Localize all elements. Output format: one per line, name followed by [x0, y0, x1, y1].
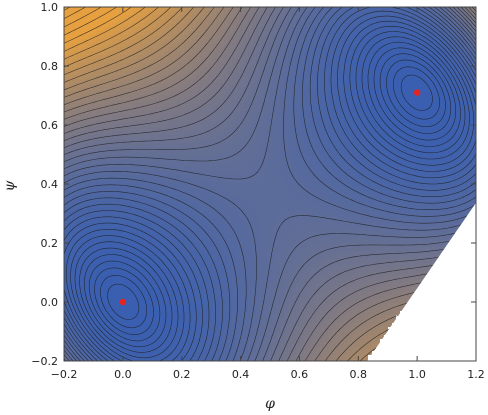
minimum-marker-2 — [414, 89, 420, 95]
y-tick-label: 0.6 — [41, 119, 59, 132]
y-tick-label: 0.8 — [41, 60, 59, 73]
y-axis-label: ψ — [2, 179, 18, 191]
x-tick-label: 0.0 — [114, 368, 132, 381]
x-axis-label: φ — [265, 396, 275, 412]
x-tick-label: 0.8 — [350, 368, 368, 381]
x-tick-label: 0.2 — [173, 368, 191, 381]
y-tick-label: 1.0 — [41, 1, 59, 14]
x-tick-label: 1.2 — [467, 368, 485, 381]
x-tick-label: 0.4 — [232, 368, 250, 381]
y-tick-label: −0.2 — [31, 355, 58, 368]
minimum-marker-1 — [120, 299, 126, 305]
x-tick-label: −0.2 — [51, 368, 78, 381]
y-tick-label: 0.4 — [41, 178, 59, 191]
y-tick-label: 0.0 — [41, 296, 59, 309]
x-tick-label: 0.6 — [291, 368, 309, 381]
x-tick-label: 1.0 — [408, 368, 426, 381]
y-tick-label: 0.2 — [41, 237, 59, 250]
